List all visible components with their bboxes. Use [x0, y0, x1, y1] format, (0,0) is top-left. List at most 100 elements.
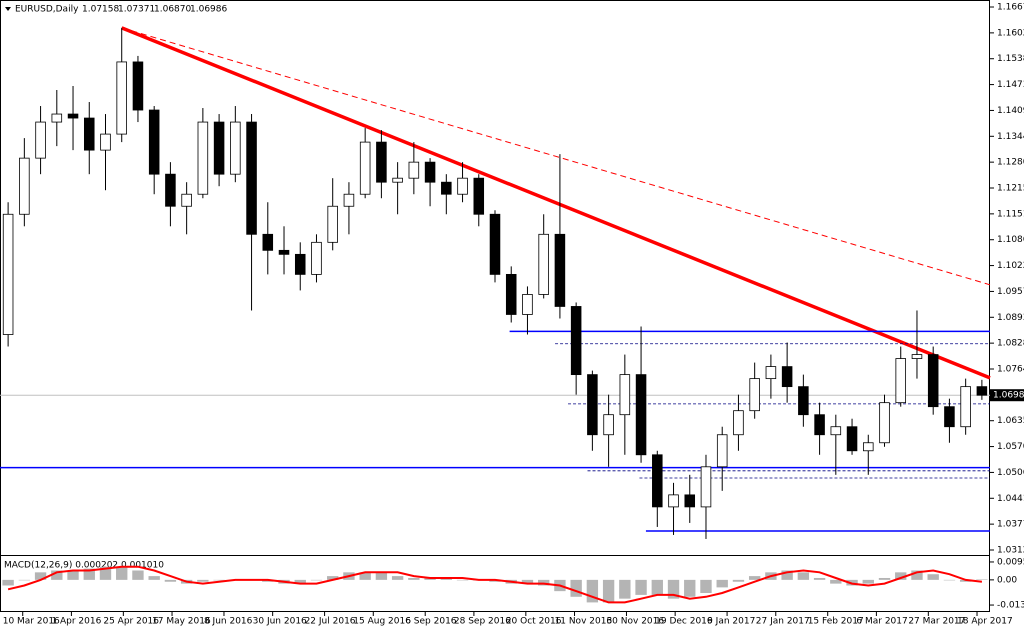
candle-body [570, 306, 582, 376]
candle-body [230, 121, 241, 175]
macd-bar [911, 570, 923, 580]
candle-body [181, 193, 192, 207]
y-tick-label: 1.10865 [997, 235, 1024, 245]
macd-bar [943, 579, 956, 581]
candle-body [798, 386, 809, 416]
macd-bar [148, 576, 160, 580]
macd-bar [83, 568, 95, 580]
x-tick-label: 17 May 2016 [152, 617, 211, 627]
macd-bar [391, 576, 404, 580]
candle-body [132, 61, 144, 111]
quote-value: 1.06986 [190, 5, 227, 15]
candle-body [960, 386, 971, 428]
y-tick-label: 1.09575 [997, 287, 1024, 297]
trend-line [121, 26, 991, 380]
x-tick-label: 9 Jan 2017 [707, 617, 755, 627]
x-tick-label: 30 Nov 2016 [606, 617, 664, 627]
candle-body [927, 354, 939, 408]
macd-bar [570, 579, 582, 597]
candle-body [863, 442, 874, 452]
candle-body [684, 494, 696, 508]
dropdown-icon[interactable] [5, 7, 11, 11]
candle-body [83, 117, 95, 151]
macd-bar [684, 579, 696, 597]
macd-bar [132, 570, 144, 580]
candle-body [359, 141, 371, 195]
candle-body [278, 249, 290, 255]
y-tick-label: 1.03770 [997, 520, 1024, 530]
y-tick-label: 1.15380 [997, 54, 1024, 64]
macd-bar [18, 579, 31, 581]
macd-bar [797, 572, 810, 580]
macd-bar [294, 579, 306, 584]
candle-body [35, 121, 46, 159]
candle-body [765, 366, 777, 380]
candle-body [895, 358, 907, 404]
candle-body [538, 233, 549, 295]
quote-value: 1.07371 [118, 5, 155, 15]
macd-bar [635, 579, 647, 595]
macd-bar [878, 577, 891, 580]
x-tick-label: 15 Aug 2016 [353, 617, 411, 627]
macd-bar [976, 579, 988, 580]
candle-body [327, 205, 338, 243]
macd-bar [408, 577, 420, 580]
candle-body [619, 374, 631, 416]
candle-body [668, 494, 679, 508]
candle-body [294, 253, 306, 275]
candle-body [376, 141, 387, 183]
macd-bar [830, 579, 842, 584]
macd-bar [197, 579, 209, 582]
candle-body [554, 233, 566, 307]
macd-bar [813, 577, 826, 580]
macd-bar [359, 572, 371, 580]
candle-body [749, 378, 760, 412]
x-tick-label: 19 Dec 2016 [655, 617, 713, 627]
y-tick-label: 1.12155 [997, 184, 1024, 194]
macd-tick-label: 0.00 [997, 575, 1017, 585]
candle-body [148, 109, 160, 175]
macd-bar [716, 579, 728, 588]
y-tick-label: 1.14735 [997, 80, 1024, 90]
candle-body [879, 402, 890, 444]
candle-body [51, 113, 63, 123]
macd-bar [67, 570, 79, 580]
candle-body [587, 374, 598, 436]
macd-bar [667, 579, 680, 599]
candle-body [392, 177, 403, 183]
x-tick-label: 20 Oct 2016 [506, 617, 562, 627]
candle-body [441, 181, 452, 195]
candle-body [652, 454, 663, 508]
candle-body [733, 410, 744, 436]
candle-body [505, 273, 517, 315]
candle-body [100, 133, 111, 151]
macd-bar [34, 572, 47, 580]
candle-body [944, 406, 955, 428]
trend-line [121, 27, 991, 286]
macd-bar [116, 566, 128, 580]
x-tick-label: 28 Sep 2016 [454, 617, 511, 627]
x-tick-label: 6 Sep 2016 [405, 617, 457, 627]
candle-body [197, 121, 209, 195]
y-tick-label: 1.13445 [997, 132, 1024, 142]
last-price-label: 1.06986 [993, 391, 1024, 401]
candle-body [424, 161, 436, 183]
candle-body [522, 294, 533, 315]
y-tick-label: 1.05705 [997, 442, 1024, 452]
candle-body [343, 193, 355, 207]
candle-body [489, 213, 501, 275]
candle-body [457, 177, 468, 195]
macd-bar [651, 579, 663, 595]
macd-bar [2, 579, 14, 586]
y-tick-label: 1.11510 [997, 209, 1024, 219]
y-tick-label: 1.14090 [997, 106, 1024, 116]
candle-body [165, 173, 176, 207]
candle-body [603, 414, 614, 436]
macd-bar [927, 574, 939, 580]
y-tick-label: 1.16670 [997, 3, 1024, 13]
macd-title: MACD(12,26,9) 0.000202 0.001010 [4, 561, 164, 571]
macd-tick-label: -0.013399 [997, 601, 1024, 611]
x-tick-label: 8 Jun 2016 [204, 617, 253, 627]
macd-bar [51, 570, 63, 580]
x-tick-label: 30 Jun 2016 [253, 617, 307, 627]
